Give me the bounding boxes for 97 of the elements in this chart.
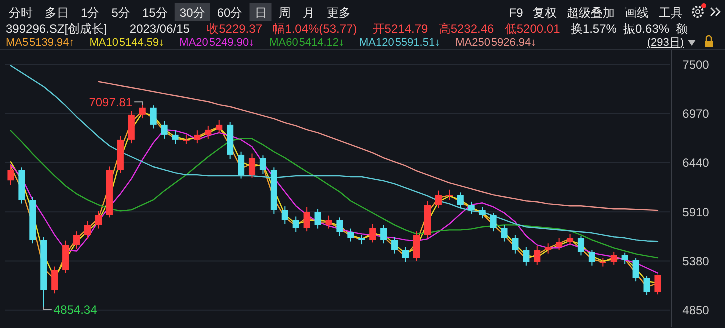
text: 画线 xyxy=(625,6,649,20)
text: 额 xyxy=(676,22,688,36)
candlestick xyxy=(512,234,519,254)
text: 开5214.79 xyxy=(372,22,429,36)
y-tick-label: 7500 xyxy=(682,58,710,72)
candlestick xyxy=(238,151,245,180)
candlestick xyxy=(446,189,453,201)
candlestick xyxy=(205,125,212,140)
text: 5591.51↓ xyxy=(395,37,441,49)
candlestick xyxy=(348,228,354,242)
candlestick xyxy=(370,224,376,244)
y-tick-label: 5910 xyxy=(682,205,710,220)
candlestick xyxy=(358,234,366,246)
candlestick xyxy=(183,134,190,145)
text: MA20 xyxy=(180,37,208,49)
text: 60分 xyxy=(217,6,243,20)
candlestick xyxy=(556,238,563,251)
text: 幅1.04%(53.77) xyxy=(273,22,358,36)
candlestick xyxy=(600,258,606,268)
text: 5926.94↓ xyxy=(491,37,537,49)
candlestick xyxy=(545,243,552,254)
candlestick xyxy=(216,120,223,134)
candlestick xyxy=(578,236,585,256)
text: 5414.12↓ xyxy=(299,37,345,49)
candlestick xyxy=(292,216,300,234)
candlestick xyxy=(457,192,464,209)
candlestick xyxy=(435,190,442,209)
candlestick xyxy=(248,153,256,178)
candlestick xyxy=(490,212,497,232)
candlestick xyxy=(161,120,168,140)
candlestick xyxy=(479,206,486,220)
y-tick-label: 6970 xyxy=(682,107,710,122)
text: 1分 xyxy=(81,6,100,20)
text: 周 xyxy=(278,6,291,20)
candlestick xyxy=(534,246,541,266)
candlestick xyxy=(610,251,618,266)
text: 多日 xyxy=(45,6,69,20)
candlestick xyxy=(194,130,201,144)
annotation: 4854.34 xyxy=(54,303,98,318)
candlestick xyxy=(654,274,662,296)
text: 5144.59↓ xyxy=(119,37,165,49)
text: MA250 xyxy=(456,37,490,49)
text: 日 xyxy=(254,6,267,20)
candlestick xyxy=(150,105,157,130)
text: 5139.94↑ xyxy=(29,37,75,49)
text: 月 xyxy=(302,6,315,20)
text: 低5200.01 xyxy=(504,22,561,36)
text: 复权 xyxy=(533,6,557,20)
candlestick xyxy=(523,246,530,266)
candlestick xyxy=(172,130,179,145)
text: MA10 xyxy=(90,37,119,49)
text: 更多 xyxy=(326,6,351,20)
annotation: 7097.81 xyxy=(89,95,133,110)
text: 分时 xyxy=(9,6,33,20)
y-tick-label: 6440 xyxy=(682,156,710,170)
candlestick xyxy=(392,236,398,254)
candlestick xyxy=(402,246,410,263)
text: MA60 xyxy=(270,37,298,49)
candlestick xyxy=(282,206,288,225)
text: 收5229.37 xyxy=(207,22,263,36)
text: 15分 xyxy=(142,6,168,20)
candlestick xyxy=(8,164,14,186)
text: 换1.57% xyxy=(570,22,618,36)
text: 振0.63% xyxy=(624,22,670,36)
candlestick xyxy=(380,224,388,244)
candlestick xyxy=(468,201,475,214)
candlestick xyxy=(326,215,332,230)
chart-subtitle: 2023/06/15 xyxy=(130,22,190,36)
candlestick xyxy=(588,250,596,266)
candlestick xyxy=(260,155,267,175)
candlestick xyxy=(304,206,310,232)
candlestick xyxy=(84,220,92,240)
candlestick xyxy=(632,258,640,282)
candlestick xyxy=(644,276,650,296)
y-tick-label: 4850 xyxy=(682,304,710,318)
text: 高5232.46 xyxy=(438,22,495,36)
line-series xyxy=(10,65,659,242)
text: 工具 xyxy=(659,6,683,20)
candlestick xyxy=(52,266,58,294)
text: 5249.90↓ xyxy=(209,37,255,49)
text: 超级叠加 xyxy=(567,6,615,20)
text: MA5 xyxy=(6,37,29,49)
y-tick-label: 5380 xyxy=(682,254,710,268)
candlestick xyxy=(413,231,420,262)
text: 5分 xyxy=(112,6,130,20)
text: MA120 xyxy=(360,37,394,49)
candlestick xyxy=(622,252,628,265)
text: (293日) xyxy=(647,37,684,49)
candlestick xyxy=(566,234,574,246)
text: F9 xyxy=(509,6,524,20)
candlestick xyxy=(74,231,80,250)
text: 30分 xyxy=(180,6,206,20)
candlestick xyxy=(95,210,102,230)
candlestick xyxy=(336,217,344,237)
candlestick xyxy=(501,224,508,242)
chart-title: 399296.SZ[创成长] xyxy=(6,22,108,36)
candlestick xyxy=(314,208,322,230)
